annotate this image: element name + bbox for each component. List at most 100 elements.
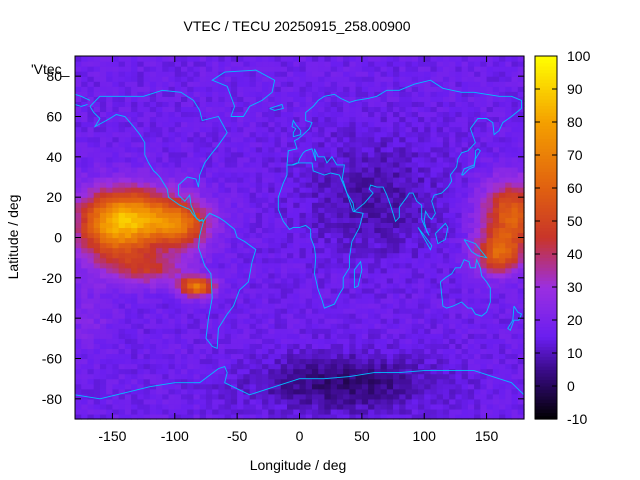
heatmap-cell xyxy=(255,146,263,153)
heatmap-cell xyxy=(112,277,120,284)
heatmap-cell xyxy=(311,398,319,405)
heatmap-cell xyxy=(318,338,326,344)
heatmap-cell xyxy=(280,101,288,108)
heatmap-cell xyxy=(268,212,276,218)
heatmap-cell xyxy=(336,101,344,108)
heatmap-cell xyxy=(137,313,145,319)
heatmap-cell xyxy=(87,56,95,62)
heatmap-cell xyxy=(480,313,488,319)
heatmap-cell xyxy=(299,101,307,108)
heatmap-cell xyxy=(355,76,363,82)
heatmap-cell xyxy=(293,378,301,385)
heatmap-cell xyxy=(143,207,151,213)
heatmap-cell xyxy=(212,368,220,375)
heatmap-cell xyxy=(137,303,145,309)
heatmap-cell xyxy=(181,227,188,234)
heatmap-cell xyxy=(174,96,182,102)
heatmap-cell xyxy=(156,353,163,360)
heatmap-cell xyxy=(99,383,107,390)
heatmap-cell xyxy=(486,212,494,218)
heatmap-cell xyxy=(318,237,326,244)
heatmap-cell xyxy=(181,166,188,173)
heatmap-cell xyxy=(218,111,226,118)
heatmap-cell xyxy=(405,403,413,410)
heatmap-cell xyxy=(280,242,288,249)
heatmap-cell xyxy=(374,136,382,143)
heatmap-cell xyxy=(81,171,89,178)
heatmap-cell xyxy=(199,348,207,355)
heatmap-cell xyxy=(330,222,338,229)
heatmap-cell xyxy=(336,141,344,148)
heatmap-cell xyxy=(343,242,350,249)
heatmap-cell xyxy=(349,308,357,314)
heatmap-cell xyxy=(324,323,332,329)
heatmap-cell xyxy=(361,247,369,254)
heatmap-cell xyxy=(467,207,475,213)
heatmap-cell xyxy=(274,182,282,188)
heatmap-cell xyxy=(293,212,301,218)
heatmap-cell xyxy=(193,182,201,188)
heatmap-cell xyxy=(380,328,388,334)
heatmap-cell xyxy=(99,318,107,324)
heatmap-cell xyxy=(399,217,407,223)
heatmap-cell xyxy=(124,373,132,380)
heatmap-cell xyxy=(299,161,307,168)
heatmap-cell xyxy=(492,166,500,173)
heatmap-cell xyxy=(311,393,319,400)
heatmap-cell xyxy=(299,368,307,375)
heatmap-cell xyxy=(118,81,126,87)
heatmap-cell xyxy=(93,202,101,208)
heatmap-cell xyxy=(162,252,170,259)
heatmap-cell xyxy=(124,182,132,188)
heatmap-cell xyxy=(399,262,407,269)
heatmap-cell xyxy=(324,192,332,198)
heatmap-cell xyxy=(455,343,463,350)
heatmap-cell xyxy=(124,378,132,385)
heatmap-cell xyxy=(355,222,363,229)
heatmap-cell xyxy=(324,313,332,319)
heatmap-cell xyxy=(318,257,326,264)
heatmap-cell xyxy=(393,222,400,229)
heatmap-cell xyxy=(262,358,269,365)
heatmap-cell xyxy=(449,323,457,329)
heatmap-cell xyxy=(442,247,450,254)
heatmap-cell xyxy=(168,156,176,163)
heatmap-cell xyxy=(243,182,251,188)
heatmap-cell xyxy=(361,398,369,405)
heatmap-cell xyxy=(324,408,332,415)
heatmap-cell xyxy=(474,197,481,203)
heatmap-cell xyxy=(399,146,407,153)
heatmap-cell xyxy=(81,106,89,113)
heatmap-cell xyxy=(156,378,163,385)
heatmap-cell xyxy=(137,368,145,375)
heatmap-cell xyxy=(455,232,463,239)
heatmap-cell xyxy=(368,197,375,203)
heatmap-cell xyxy=(93,242,101,249)
heatmap-cell xyxy=(131,177,138,183)
heatmap-cell xyxy=(417,136,425,143)
heatmap-cell xyxy=(199,126,207,133)
heatmap-cell xyxy=(199,151,207,158)
heatmap-cell xyxy=(131,368,138,375)
heatmap-cell xyxy=(436,81,444,87)
heatmap-cell xyxy=(87,242,95,249)
heatmap-cell xyxy=(81,61,89,67)
heatmap-cell xyxy=(374,393,382,400)
heatmap-cell xyxy=(199,86,207,92)
heatmap-cell xyxy=(280,192,288,198)
heatmap-cell xyxy=(81,388,89,395)
heatmap-cell xyxy=(349,328,357,334)
heatmap-cell xyxy=(449,136,457,143)
heatmap-cell xyxy=(249,368,257,375)
heatmap-cell xyxy=(162,61,170,67)
heatmap-cell xyxy=(137,403,145,410)
heatmap-cell xyxy=(118,126,126,133)
heatmap-cell xyxy=(212,71,220,77)
heatmap-cell xyxy=(318,187,326,193)
heatmap-cell xyxy=(255,257,263,264)
heatmap-cell xyxy=(330,257,338,264)
heatmap-cell xyxy=(368,222,375,229)
heatmap-cell xyxy=(349,116,357,123)
heatmap-cell xyxy=(442,131,450,138)
heatmap-cell xyxy=(112,328,120,334)
